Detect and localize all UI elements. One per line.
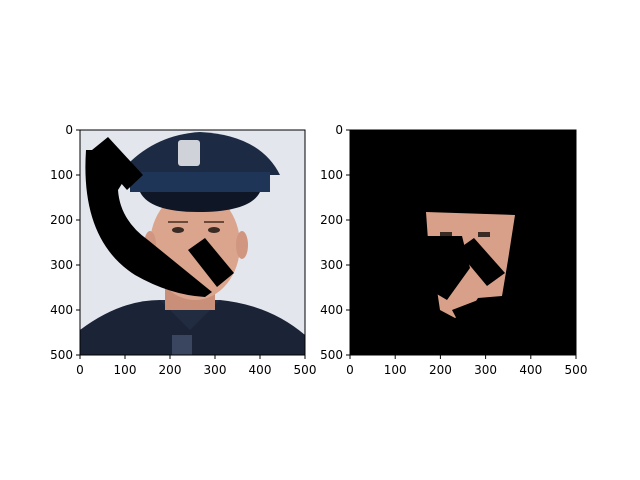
right-xtick-label: 200 <box>429 363 452 377</box>
right-eye-right <box>478 232 490 237</box>
left-xtick-label: 500 <box>294 363 317 377</box>
hat-badge <box>178 140 200 166</box>
right-xtick-label: 300 <box>474 363 497 377</box>
left-axes-frame <box>79 129 306 356</box>
tie <box>172 335 192 355</box>
left-xtick-label: 300 <box>204 363 227 377</box>
right-ytick-label: 0 <box>335 123 343 137</box>
right-xtick-label: 100 <box>384 363 407 377</box>
right-occlusion-1 <box>424 236 470 300</box>
left-ytick-label: 300 <box>50 258 73 272</box>
right-axes-frame <box>349 129 577 356</box>
left-image-panel <box>80 130 305 355</box>
phone-occlusion <box>85 150 212 297</box>
left-xtick-label: 0 <box>76 363 84 377</box>
eye-right <box>208 227 220 233</box>
phone-earpiece <box>92 137 143 190</box>
left-ytick-label: 500 <box>50 348 73 362</box>
right-ytick-label: 200 <box>320 213 343 227</box>
right-eye-left <box>440 232 452 237</box>
right-image-panel <box>350 130 576 355</box>
right-ytick-label: 500 <box>320 348 343 362</box>
left-ytick-label: 400 <box>50 303 73 317</box>
right-occlusion-3 <box>452 300 478 325</box>
right-ytick-label: 300 <box>320 258 343 272</box>
left-xtick-label: 100 <box>114 363 137 377</box>
phone-mouthpiece <box>188 238 234 287</box>
left-ytick-label: 200 <box>50 213 73 227</box>
hat-band <box>130 172 270 192</box>
right-ytick-label: 400 <box>320 303 343 317</box>
right-xtick-label: 0 <box>346 363 354 377</box>
ear-right <box>236 231 248 259</box>
left-ytick-label: 0 <box>65 123 73 137</box>
eye-left <box>172 227 184 233</box>
left-ytick-label: 100 <box>50 168 73 182</box>
left-xtick-label: 200 <box>159 363 182 377</box>
right-ytick-label: 100 <box>320 168 343 182</box>
right-occlusion-2 <box>457 238 505 286</box>
hat-visor <box>140 192 260 212</box>
right-xtick-label: 400 <box>519 363 542 377</box>
left-xtick-label: 400 <box>249 363 272 377</box>
right-xtick-label: 500 <box>565 363 588 377</box>
